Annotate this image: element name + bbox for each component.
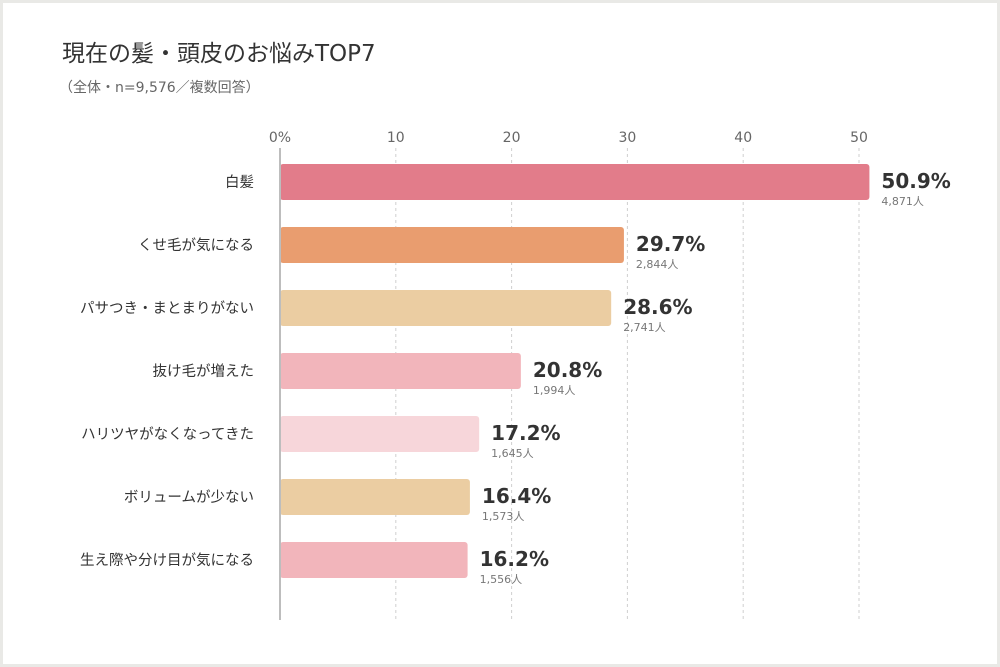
chart-title: 現在の髪・頭皮のお悩みTOP7 [62, 41, 376, 67]
value-label: 16.4% [482, 484, 551, 508]
count-label: 1,556人 [480, 573, 523, 586]
x-tick-label: 30 [618, 130, 636, 146]
value-label: 28.6% [623, 295, 692, 319]
count-label: 2,844人 [636, 258, 679, 271]
bar [280, 353, 521, 389]
category-label: ボリュームが少ない [124, 489, 254, 506]
category-label: ハリツヤがなくなってきた [81, 426, 254, 443]
bar [280, 227, 624, 263]
x-tick-label: 20 [503, 130, 521, 146]
x-tick-label: 10 [387, 130, 405, 146]
x-tick-label: 40 [734, 130, 752, 146]
category-label: くせ毛が気になる [138, 237, 254, 254]
category-label: 白髪 [225, 174, 254, 191]
count-label: 1,573人 [482, 510, 525, 523]
bar [280, 290, 612, 326]
count-label: 2,741人 [623, 321, 666, 334]
value-label: 16.2% [480, 547, 549, 571]
value-label: 50.9% [881, 169, 950, 193]
x-tick-label: 50 [850, 130, 868, 146]
value-label: 29.7% [636, 232, 705, 256]
count-label: 1,645人 [491, 447, 534, 460]
bar [280, 416, 480, 452]
value-label: 17.2% [491, 421, 560, 445]
x-tick-label: 0% [269, 130, 291, 146]
category-label: パサつき・まとまりがない [80, 300, 254, 317]
count-label: 1,994人 [533, 384, 576, 397]
bar [280, 164, 870, 200]
category-label: 抜け毛が増えた [153, 363, 255, 380]
chart-subtitle: （全体・n=9,576／複数回答） [59, 80, 260, 96]
bar [280, 542, 468, 578]
chart-card [3, 3, 997, 664]
bar [280, 479, 470, 515]
value-label: 20.8% [533, 358, 602, 382]
count-label: 4,871人 [881, 195, 924, 208]
category-label: 生え際や分け目が気になる [80, 552, 254, 569]
